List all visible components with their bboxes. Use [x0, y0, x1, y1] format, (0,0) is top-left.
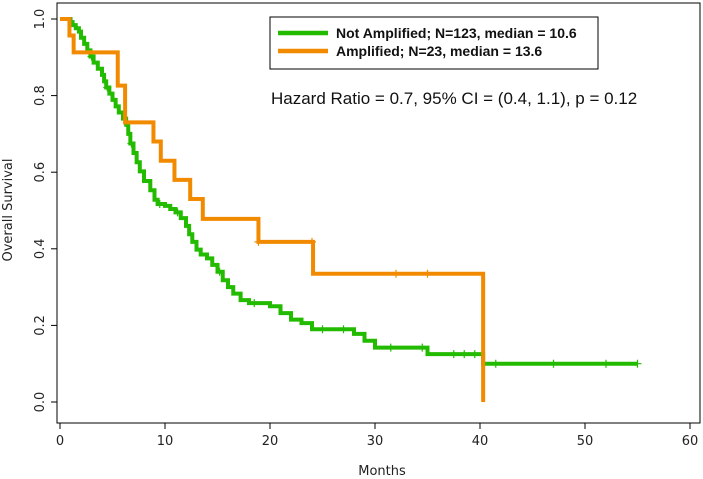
y-tick-label: 0.6 [33, 162, 48, 183]
legend: Not Amplified; N=123, median = 10.6 Ampl… [269, 16, 599, 70]
censor-mark-not-amplified [103, 83, 112, 92]
censor-mark-not-amplified [250, 299, 259, 308]
censor-mark-not-amplified [549, 359, 558, 368]
censor-mark-not-amplified [318, 325, 327, 334]
censor-mark-not-amplified [633, 359, 642, 368]
y-tick-label: 0.2 [33, 315, 48, 336]
hazard-ratio-annotation: Hazard Ratio = 0.7, 95% CI = (0.4, 1.1),… [271, 89, 637, 108]
x-tick-label: 40 [472, 434, 489, 449]
censor-mark-amplified [392, 269, 400, 278]
censor-mark-amplified [254, 237, 263, 246]
y-tick-label: 0.4 [33, 238, 48, 259]
censor-mark-not-amplified [215, 267, 224, 276]
series-layer [60, 17, 642, 402]
x-axis-label: Months [358, 464, 406, 479]
y-tick-label: 1.0 [33, 9, 48, 30]
y-tick-label: 0.0 [33, 392, 48, 413]
censor-mark-not-amplified [602, 359, 610, 368]
censor-mark-not-amplified [339, 325, 348, 334]
x-tick-label: 60 [682, 434, 699, 449]
legend-box [269, 16, 599, 70]
censor-mark-not-amplified [173, 208, 182, 217]
km-curve-amplified [60, 17, 486, 402]
censor-mark-not-amplified [418, 343, 427, 352]
y-axis-label: Overall Survival [1, 158, 16, 261]
censor-mark-amplified [308, 237, 316, 246]
x-tick-label: 0 [56, 434, 64, 449]
km-curve-not-amplified [60, 17, 638, 366]
x-tick-label: 20 [262, 434, 279, 449]
x-tick-label: 10 [157, 434, 174, 449]
y-axis: 0.0 0.2 0.4 0.6 0.8 1.0 [33, 9, 58, 413]
x-tick-label: 50 [577, 434, 594, 449]
censor-mark-not-amplified [470, 350, 479, 359]
x-tick-label: 30 [367, 434, 384, 449]
y-tick-label: 0.8 [33, 85, 48, 106]
legend-label-not-amplified: Not Amplified; N=123, median = 10.6 [336, 25, 577, 41]
censor-mark-not-amplified [386, 343, 395, 352]
censor-mark-not-amplified [491, 359, 500, 368]
x-axis: 0 10 20 30 40 50 60 [56, 422, 699, 449]
legend-label-amplified: Amplified; N=23, median = 13.6 [336, 43, 542, 59]
censor-mark-not-amplified [155, 199, 164, 208]
censor-mark-not-amplified [460, 350, 469, 359]
censor-mark-amplified [423, 269, 432, 278]
censor-mark-not-amplified [127, 139, 136, 148]
censor-mark-not-amplified [449, 350, 458, 359]
